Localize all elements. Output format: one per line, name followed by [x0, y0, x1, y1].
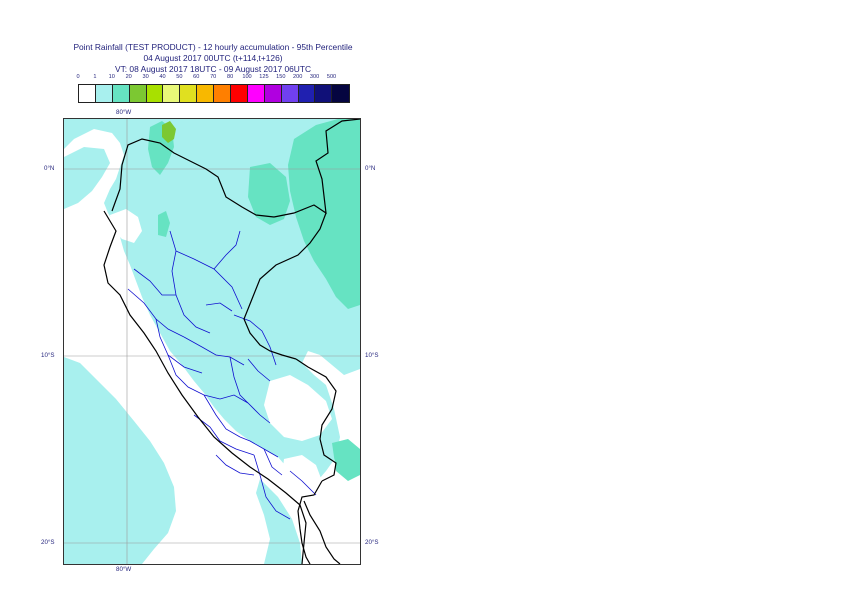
border-colombia — [273, 119, 360, 218]
legend-swatch-5 — [163, 85, 181, 102]
rain-field-peak — [162, 121, 176, 143]
legend-color-bar — [78, 84, 351, 103]
legend-swatch-9 — [231, 85, 248, 102]
border-brazil-south — [295, 358, 337, 482]
legend-labels: 0 1 10 20 30 40 50 60 70 80 100 125 150 200 300 500 — [76, 74, 348, 83]
border-ecuador — [111, 138, 275, 218]
legend-label-9: 80 — [226, 74, 234, 80]
dry-pocket-coast-north — [110, 209, 142, 243]
legend-swatch-13 — [298, 85, 316, 102]
coastline — [103, 210, 307, 564]
rainfall-map — [63, 118, 361, 565]
title-line-1: Point Rainfall (TEST PRODUCT) - 12 hourl… — [73, 42, 353, 52]
national-boundaries — [103, 119, 360, 564]
legend-label-5: 40 — [159, 74, 166, 80]
legend-swatch-12 — [281, 85, 299, 102]
lat-label-right-20: 20°S — [365, 539, 379, 546]
lat-label-right-0: 0°N — [365, 165, 376, 172]
map-title-block: Point Rainfall (TEST PRODUCT) - 12 hourl… — [0, 42, 426, 75]
legend-swatch-8 — [214, 85, 232, 102]
legend-swatch-15 — [332, 85, 350, 102]
legend-swatch-4 — [146, 85, 164, 102]
legend-swatch-1 — [95, 85, 113, 102]
border-bolivia — [297, 480, 323, 564]
legend-swatch-0 — [79, 85, 96, 102]
legend-label-4: 30 — [142, 74, 149, 80]
legend-label-12: 150 — [276, 74, 286, 80]
legend-label-10: 100 — [242, 74, 252, 80]
legend-swatch-11 — [264, 85, 282, 102]
legend-swatch-6 — [180, 85, 198, 102]
title-line-3: VT: 08 August 2017 18UTC - 09 August 201… — [115, 64, 311, 74]
border-chile — [303, 500, 341, 564]
rain-field-light-coast — [64, 147, 110, 209]
legend-label-1: 1 — [93, 74, 97, 80]
legend-swatch-14 — [315, 85, 333, 102]
legend-label-2: 10 — [108, 74, 115, 80]
dry-pocket-east — [264, 375, 332, 441]
rain-field-moderate-north — [248, 163, 290, 225]
legend-label-0: 0 — [76, 74, 80, 80]
lon-label-bottom: 80°W — [116, 566, 132, 573]
legend-label-11: 125 — [259, 74, 269, 80]
lat-label-right-10: 10°S — [365, 352, 379, 359]
lat-label-left-20: 20°S — [41, 539, 55, 546]
legend-label-14: 300 — [309, 74, 320, 80]
department-boundaries — [127, 230, 317, 520]
rain-field-moderate-amazon — [288, 119, 360, 309]
map-canvas — [64, 119, 360, 564]
title-line-2: 04 August 2017 00UTC (t+114,t+126) — [143, 53, 283, 63]
legend-label-6: 50 — [176, 74, 183, 80]
rain-field-moderate-southeast — [332, 439, 360, 481]
rainfall-legend: 0 1 10 20 30 40 50 60 70 80 100 125 150 200 300 500 — [76, 74, 351, 103]
lat-label-left-10: 10°S — [41, 352, 55, 359]
legend-swatch-2 — [112, 85, 130, 102]
rain-field-light-ocean-west — [64, 357, 176, 564]
legend-label-13: 200 — [293, 74, 303, 80]
legend-label-15: 500 — [326, 74, 337, 80]
legend-swatch-10 — [247, 85, 265, 102]
rain-field-light-interior — [198, 323, 242, 391]
border-brazil-north — [243, 212, 327, 360]
legend-label-7: 60 — [193, 74, 200, 80]
rain-field-moderate-ridge-2 — [158, 211, 170, 237]
legend-swatch-7 — [197, 85, 215, 102]
legend-label-8: 70 — [210, 74, 217, 80]
dry-pocket-south — [282, 455, 322, 499]
legend-label-3: 20 — [125, 74, 132, 80]
lon-label-top: 80°W — [116, 109, 132, 116]
legend-swatch-3 — [129, 85, 147, 102]
lat-label-left-0: 0°N — [44, 165, 55, 172]
